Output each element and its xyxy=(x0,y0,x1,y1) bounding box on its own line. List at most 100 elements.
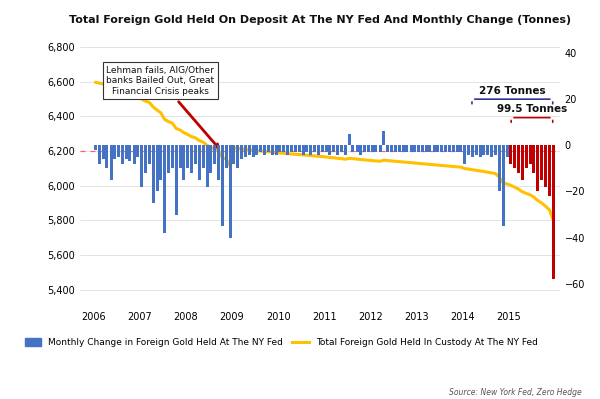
Bar xyxy=(356,145,359,152)
Bar xyxy=(259,145,262,152)
Bar xyxy=(278,145,281,152)
Bar xyxy=(443,145,446,152)
Bar xyxy=(240,145,243,159)
Bar xyxy=(186,145,189,168)
Bar xyxy=(271,145,274,154)
Bar xyxy=(98,145,101,164)
Bar xyxy=(436,145,439,152)
Bar xyxy=(236,145,239,168)
Bar xyxy=(102,145,105,159)
Bar xyxy=(213,145,216,164)
Bar xyxy=(267,145,270,152)
Bar xyxy=(417,145,420,152)
Bar xyxy=(171,145,174,168)
Bar xyxy=(374,145,377,152)
Bar xyxy=(460,145,463,152)
Bar xyxy=(117,145,120,157)
Bar xyxy=(440,145,443,152)
Bar xyxy=(251,145,254,157)
Bar xyxy=(286,145,289,154)
Bar xyxy=(352,145,355,152)
Bar xyxy=(248,145,251,154)
Bar xyxy=(548,145,551,196)
Bar xyxy=(302,145,305,154)
Bar xyxy=(382,131,385,145)
Bar xyxy=(136,145,139,157)
Bar xyxy=(336,145,339,154)
Bar xyxy=(410,145,413,152)
Bar xyxy=(340,145,343,152)
Bar xyxy=(110,145,113,180)
Bar xyxy=(133,145,136,164)
Bar xyxy=(506,145,509,157)
Bar xyxy=(425,145,428,152)
Bar xyxy=(167,145,170,173)
Bar xyxy=(209,145,212,173)
Bar xyxy=(156,145,159,192)
Bar xyxy=(128,145,131,162)
Bar xyxy=(486,145,489,154)
Bar xyxy=(328,145,331,154)
Bar xyxy=(198,145,201,180)
Bar xyxy=(544,145,547,187)
Bar xyxy=(305,145,308,152)
Bar xyxy=(313,145,316,152)
Bar xyxy=(194,145,197,164)
Bar xyxy=(433,145,436,152)
Bar xyxy=(152,145,155,203)
Bar xyxy=(317,145,320,154)
Bar xyxy=(140,145,143,187)
Bar xyxy=(490,145,493,157)
Text: Lehman fails, AIG/Other
banks Bailed Out, Great
Financial Crisis peaks: Lehman fails, AIG/Other banks Bailed Out… xyxy=(106,66,218,148)
Bar xyxy=(182,145,185,180)
Bar xyxy=(175,145,178,215)
Bar xyxy=(190,145,193,173)
Bar xyxy=(525,145,528,168)
Bar xyxy=(513,145,516,168)
Text: Source: New York Fed, Zero Hedge: Source: New York Fed, Zero Hedge xyxy=(449,388,582,397)
Bar xyxy=(263,145,266,154)
Bar xyxy=(367,145,370,152)
Bar xyxy=(482,145,485,154)
Bar xyxy=(225,145,228,168)
Bar xyxy=(294,145,297,152)
Bar xyxy=(406,145,409,152)
Bar xyxy=(394,145,397,152)
Bar xyxy=(359,145,362,154)
Bar xyxy=(332,145,335,152)
Bar xyxy=(217,145,220,180)
Bar xyxy=(494,145,497,154)
Bar xyxy=(244,145,247,157)
Bar xyxy=(428,145,431,152)
Bar xyxy=(160,145,163,180)
Bar xyxy=(386,145,389,152)
Bar xyxy=(321,145,324,152)
Bar xyxy=(517,145,520,173)
Bar xyxy=(529,145,532,164)
Bar xyxy=(371,145,374,152)
Bar xyxy=(401,145,404,152)
Bar xyxy=(275,145,278,154)
Bar xyxy=(290,145,293,152)
Bar xyxy=(467,145,470,154)
Bar xyxy=(344,145,347,154)
Bar xyxy=(206,145,209,187)
Bar xyxy=(536,145,539,192)
Bar xyxy=(125,145,128,159)
Bar xyxy=(390,145,393,152)
Text: 99.5 Tonnes: 99.5 Tonnes xyxy=(497,104,567,114)
Bar xyxy=(221,145,224,226)
Bar xyxy=(232,145,235,164)
Bar xyxy=(325,145,328,152)
Bar xyxy=(475,145,478,154)
Bar xyxy=(532,145,535,173)
Bar xyxy=(121,145,124,164)
Bar xyxy=(163,145,166,233)
Bar xyxy=(144,145,147,173)
Bar xyxy=(502,145,505,226)
Bar xyxy=(398,145,401,152)
Bar xyxy=(421,145,424,152)
Bar xyxy=(551,145,554,279)
Bar xyxy=(379,145,382,152)
Text: 276 Tonnes: 276 Tonnes xyxy=(479,86,545,96)
